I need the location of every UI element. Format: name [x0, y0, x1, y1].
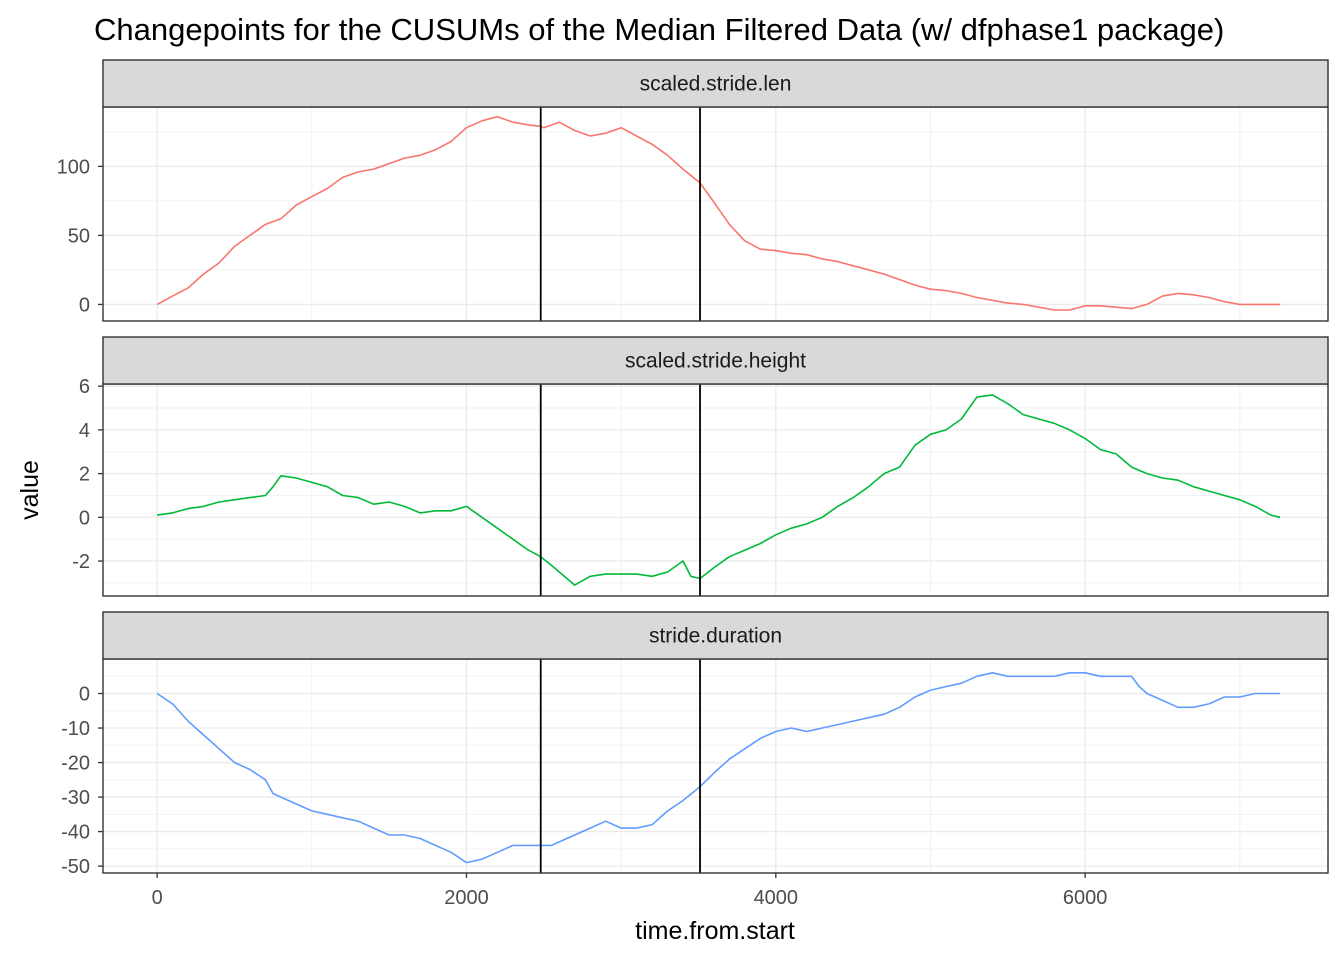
y-tick-label: -10: [61, 718, 90, 740]
y-tick-label: -30: [61, 787, 90, 809]
x-tick-label: 2000: [444, 887, 489, 909]
facet-strip: [102, 336, 1329, 385]
panel-background: [103, 659, 1328, 873]
y-tick-label: -2: [72, 551, 90, 573]
series-line: [156, 671, 1281, 864]
panel-scaled-stride-len: scaled.stride.len 0 50 100: [57, 59, 1329, 322]
x-tick-label: 0: [152, 887, 163, 909]
y-axis-title: value: [16, 460, 44, 520]
panels-layer: scaled.stride.len 0 50 100 scaled.stride.hei…: [57, 59, 1329, 878]
panel-stride-duration: stride.duration -50 -40 -30 -20 -10 0: [61, 611, 1329, 878]
y-tick-label: -50: [61, 856, 90, 878]
y-tick-label: -40: [61, 822, 90, 844]
y-tick-label: 6: [79, 376, 90, 398]
y-tick-label: -20: [61, 753, 90, 775]
facet-strip: [102, 59, 1329, 108]
x-axis-title: time.from.start: [635, 917, 795, 945]
panel-background: [103, 107, 1328, 321]
x-tick-label: 4000: [754, 887, 799, 909]
facet-strip: [102, 611, 1329, 660]
facet-strip-label: scaled.stride.height: [625, 350, 806, 373]
panel-scaled-stride-height: scaled.stride.height -2 0 2 4 6: [72, 336, 1329, 597]
y-tick-label: 0: [79, 684, 90, 706]
y-tick-label: 100: [57, 156, 90, 178]
panel-background: [103, 384, 1328, 596]
y-tick-label: 50: [68, 225, 90, 247]
y-tick-label: 0: [79, 294, 90, 316]
y-tick-label: 4: [79, 420, 90, 442]
facet-strip-label: scaled.stride.len: [640, 73, 792, 96]
x-axis: 0 2000 4000 6000: [152, 873, 1108, 909]
x-tick-label: 6000: [1063, 887, 1108, 909]
chart-title: Changepoints for the CUSUMs of the Media…: [94, 12, 1224, 47]
facet-strip-label: stride.duration: [649, 625, 782, 648]
y-tick-label: 0: [79, 507, 90, 529]
series-line: [156, 115, 1281, 311]
y-tick-label: 2: [79, 464, 90, 486]
